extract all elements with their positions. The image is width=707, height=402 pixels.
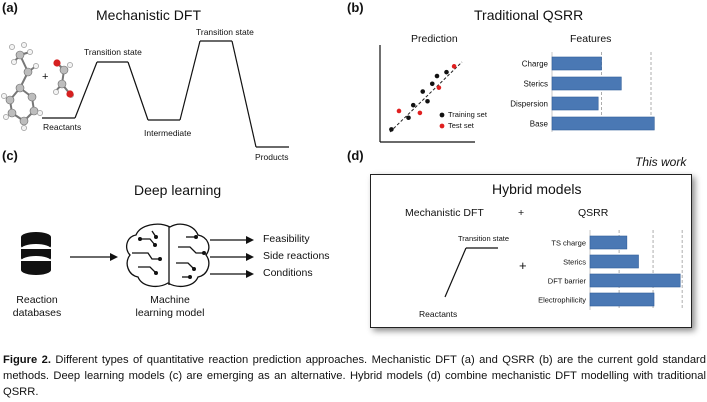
panel-a-title: Mechanistic DFT [96, 7, 202, 23]
bar-category-label: TS charge [551, 239, 586, 248]
features-title: Features [570, 33, 612, 45]
caption-label: Figure 2. [3, 354, 51, 366]
scatter-point [389, 127, 394, 132]
intermediate-label: Intermediate [144, 128, 192, 138]
hybrid-ts-label: Transition state [458, 234, 509, 243]
legend-training-label: Training set [448, 110, 487, 119]
ts1-label: Transition state [84, 47, 142, 57]
bar-category-label: Dispersion [510, 100, 548, 109]
hybrid-ts-line [444, 247, 498, 298]
bar-category-label: Sterics [563, 258, 586, 267]
energy-profile-diagram: + + [1, 40, 289, 148]
scatter-point [396, 108, 402, 114]
panel-c-letter: (c) [2, 148, 18, 163]
panel-c-title: Deep learning [134, 182, 222, 198]
bar [551, 116, 655, 131]
ml-label-2: learning model [135, 307, 205, 319]
caption-text: Different types of quantitative reaction… [3, 354, 707, 398]
figure-caption: Figure 2. Different types of quantitativ… [3, 352, 706, 400]
output-conditions: Conditions [263, 267, 313, 279]
panel-d-letter: (d) [347, 148, 364, 163]
bar [551, 56, 602, 71]
legend-training-marker [439, 112, 445, 118]
output-arrows [210, 239, 247, 275]
scatter-fit-line [389, 61, 463, 133]
bar-category-label: Electrophilicity [538, 296, 586, 305]
hybrid-plus-2: + [519, 258, 527, 273]
reactants-label: Reactants [43, 122, 82, 132]
panel-b-letter: (b) [347, 0, 364, 15]
bar [551, 76, 622, 91]
brain-circuit-icon [125, 223, 210, 288]
bar [589, 273, 681, 288]
scatter-point [420, 89, 426, 94]
svg-text:+: + [42, 71, 48, 83]
bar [589, 292, 655, 307]
scatter-point [436, 85, 442, 90]
products-label: Products [255, 152, 289, 162]
scatter-point [425, 98, 430, 104]
panel-d-title: Hybrid models [492, 181, 582, 197]
hybrid-reactants-label: Reactants [419, 309, 458, 319]
hybrid-bar-chart: TS charge Sterics DFT barrier Electrophilic… [538, 230, 683, 310]
bar-category-label: Sterics [524, 80, 548, 89]
molecule-a: + [1, 42, 74, 131]
arrow-db-to-model [70, 253, 118, 261]
deep-learning-diagram [21, 223, 254, 288]
scatter-point [444, 69, 449, 75]
db-label-1: Reaction [16, 294, 58, 306]
panel-b-title: Traditional QSRR [474, 7, 584, 23]
bar-category-label: Charge [522, 60, 549, 69]
legend-test-marker [439, 123, 445, 129]
bar-category-label: DFT barrier [548, 277, 587, 286]
panel-a-letter: (a) [2, 0, 18, 15]
hybrid-left-heading: Mechanistic DFT [405, 207, 484, 219]
output-feasibility: Feasibility [263, 233, 310, 245]
scatter-point [451, 64, 457, 69]
scatter-title: Prediction [411, 33, 458, 45]
scatter-legend [439, 112, 445, 129]
ml-label-1: Machine [150, 294, 190, 306]
scatter-point [406, 115, 411, 121]
scatter-point [434, 73, 440, 79]
prediction-scatter [379, 45, 475, 143]
scatter-point [429, 81, 435, 87]
hybrid-plus: + [518, 207, 525, 219]
bar [551, 96, 599, 111]
scatter-point [410, 102, 416, 108]
bar [589, 235, 628, 250]
this-work-label: This work [635, 155, 687, 169]
bar [589, 254, 639, 269]
features-bar-chart: Charge Sterics Dispersion Base [510, 52, 655, 132]
hybrid-right-heading: QSRR [578, 207, 609, 219]
ts2-label: Transition state [196, 27, 254, 37]
bar-category-label: Base [530, 120, 549, 129]
legend-test-label: Test set [448, 121, 474, 130]
output-side-reactions: Side reactions [263, 250, 330, 262]
db-label-2: databases [12, 307, 62, 319]
scatter-point [417, 110, 423, 116]
database-icon [21, 232, 51, 275]
